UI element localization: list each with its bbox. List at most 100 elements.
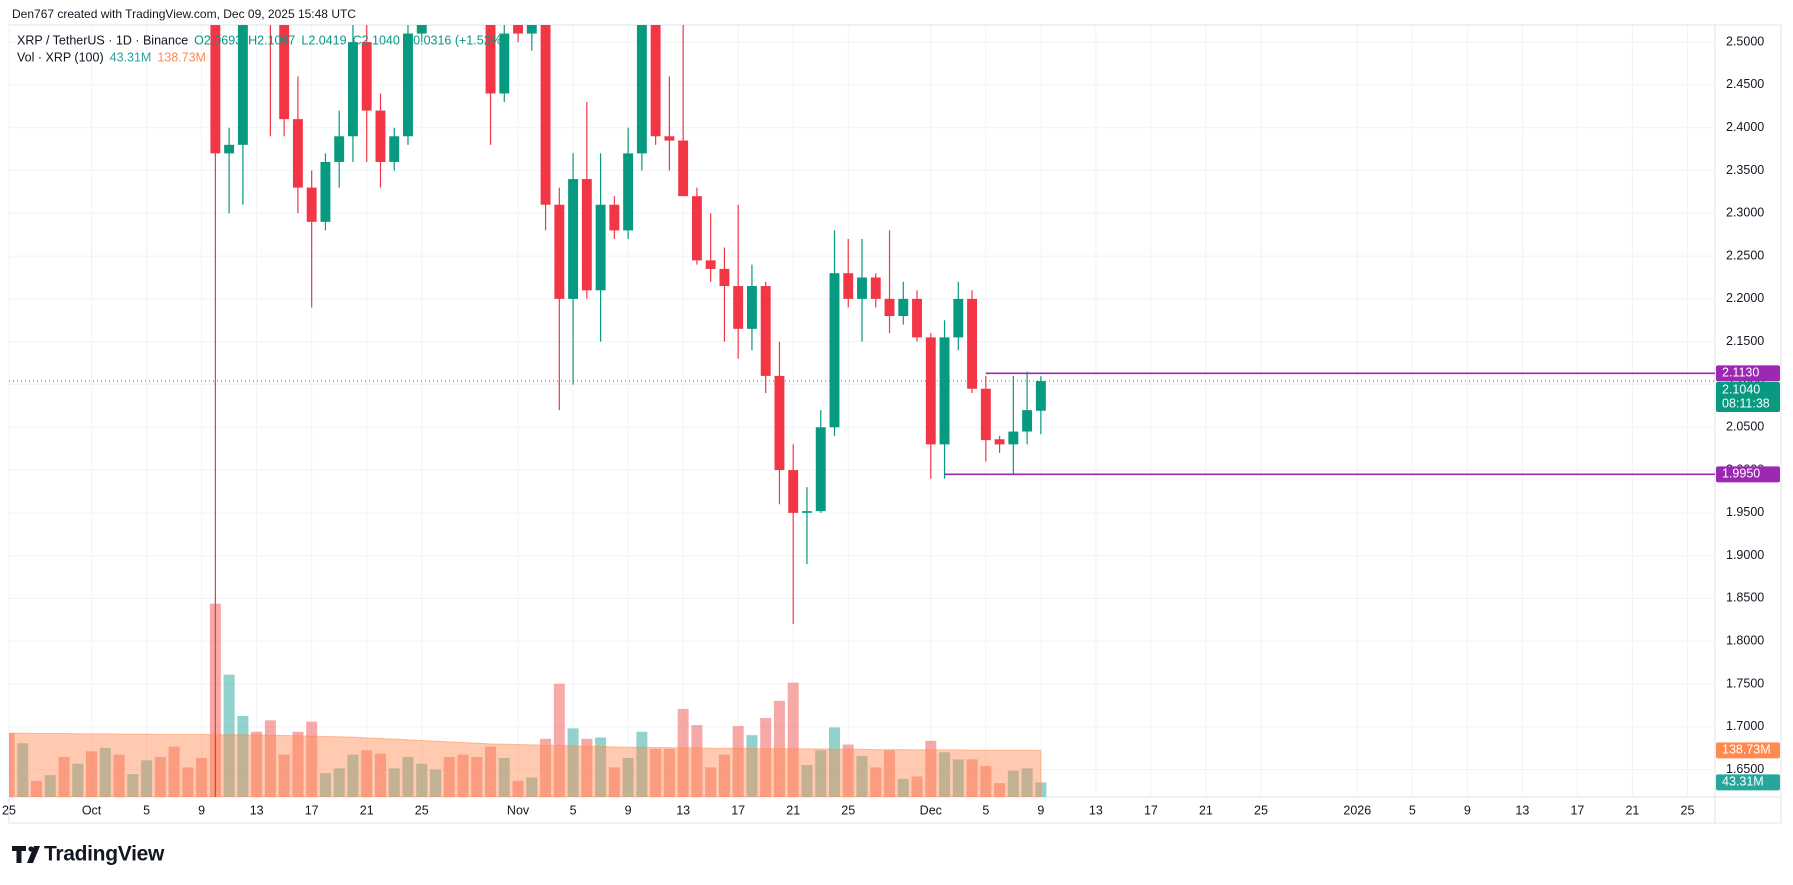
volume-bar [595, 737, 607, 797]
volume-bar [718, 754, 730, 797]
y-tick-label: 2.4000 [1726, 120, 1764, 134]
candle-body [829, 273, 840, 428]
candle-body [623, 153, 634, 231]
volume-bar [622, 757, 634, 797]
volume-bar [787, 682, 799, 797]
y-tick-label: 2.0500 [1726, 420, 1764, 434]
volume-bar [31, 780, 43, 797]
candle-body [540, 25, 551, 205]
volume-bar [691, 725, 703, 797]
y-tick-label: 1.7000 [1726, 719, 1764, 733]
candle-body [389, 136, 400, 162]
volume-bar [333, 768, 345, 797]
x-tick-label: 25 [2, 803, 16, 817]
volume-bar [650, 748, 662, 797]
level-label: 1.9950 [1722, 467, 1760, 481]
legend-value: O2.0693 [194, 33, 242, 47]
volume-bar [141, 760, 153, 797]
candle-body [857, 277, 867, 299]
candle-body [719, 268, 730, 287]
x-tick-label: 25 [841, 803, 855, 817]
level-label-box [1716, 466, 1780, 483]
candle-body [953, 298, 964, 338]
volume-bar [196, 757, 208, 797]
volume-bar [994, 783, 1006, 797]
volume-bar [237, 715, 249, 797]
legend-value: +0.0316 (+1.52%) [406, 33, 506, 47]
volume-bar [636, 731, 648, 797]
volume-bar [374, 753, 386, 797]
y-tick-label: 2.4500 [1726, 77, 1764, 91]
level-label: 2.1130 [1722, 366, 1759, 380]
volume-bar [952, 759, 964, 797]
x-tick-label: 21 [1625, 803, 1639, 817]
x-tick-label: 25 [1254, 803, 1268, 817]
x-tick-label: 17 [731, 803, 745, 817]
volume-bar [567, 728, 579, 797]
candle-body [292, 119, 303, 188]
candle-body [912, 298, 922, 338]
candle-body [581, 179, 592, 291]
legend-title: XRP / TetherUS · 1D · Binance [17, 33, 188, 47]
candle-body [705, 260, 716, 269]
candle-body [416, 25, 427, 34]
volume-bar [264, 720, 276, 797]
level-label-box [1716, 365, 1780, 382]
volume-bar [911, 776, 923, 797]
candle-body [691, 196, 702, 261]
axes: 2.5000 2.4500 2.4000 2.3500 2.3000 2.2500 2.20… [2, 34, 1780, 817]
x-tick-label: 13 [1089, 803, 1103, 817]
volume-bar [402, 756, 414, 797]
y-tick-label: 2.2500 [1726, 248, 1764, 262]
volume-bar [828, 727, 840, 797]
candle-body [1022, 410, 1033, 432]
volume-bar [498, 757, 510, 797]
volume-bar [127, 774, 139, 797]
x-tick-label: 21 [786, 803, 800, 817]
volume-bar [99, 747, 111, 797]
volume-bar [278, 754, 290, 797]
volume-bar [732, 726, 744, 797]
x-tick-label: 21 [1199, 803, 1213, 817]
volume-bar [540, 738, 552, 797]
y-tick-label: 1.9500 [1726, 505, 1764, 519]
candle-body [774, 375, 785, 471]
x-tick-label: 9 [1464, 803, 1471, 817]
x-tick-label: 5 [143, 803, 150, 817]
volume-bar [443, 756, 455, 797]
volume-bar [485, 746, 497, 797]
volume-bar [884, 750, 896, 797]
volume-label-box [1716, 774, 1780, 791]
volume-bar [801, 765, 813, 797]
candle-body [568, 179, 579, 299]
x-tick-label: 13 [250, 803, 264, 817]
x-tick-label: 9 [198, 803, 205, 817]
volume-bar [842, 744, 854, 797]
volume-bar [154, 756, 166, 797]
candle-body [1008, 431, 1019, 445]
x-tick-label: 13 [676, 803, 690, 817]
volume-bar [58, 756, 70, 797]
volume-bar [319, 773, 331, 797]
legend-volume-value: 43.31M [110, 50, 152, 64]
volume-bar [416, 763, 428, 797]
volume-bar [429, 769, 442, 797]
x-tick-label: 13 [1515, 803, 1529, 817]
volume-bar [966, 759, 978, 797]
volume-bar [361, 750, 373, 797]
legend-value: L2.0419 [301, 33, 346, 47]
candle-body [595, 204, 606, 291]
candle-body [1035, 381, 1046, 411]
candle-body [746, 286, 757, 329]
x-tick-label: Oct [82, 803, 102, 817]
brand: TradingView [44, 843, 165, 866]
volume-bar [760, 717, 772, 797]
x-tick-label: 17 [1144, 803, 1158, 817]
volume-bar [9, 733, 15, 797]
x-tick-label: 25 [1681, 803, 1695, 817]
volume-ma-label: 138.73M [1722, 743, 1771, 757]
overlay-layer [9, 372, 1715, 476]
x-tick-label: 5 [1409, 803, 1416, 817]
last-price-label-countdown: 08:11:38 [1722, 396, 1770, 410]
